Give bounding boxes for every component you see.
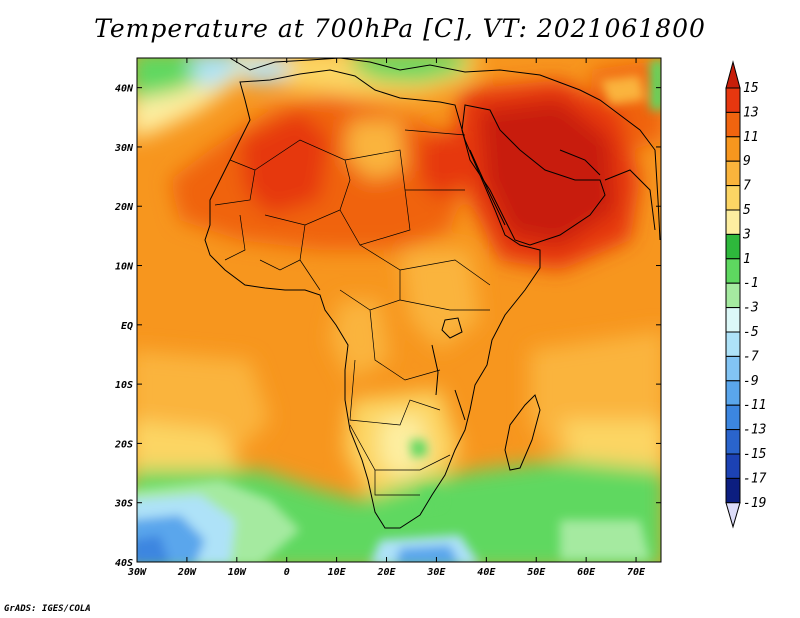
colorbar-label: 7 [743,179,751,194]
footer-credit: GrADS: IGES/COLA [4,604,91,614]
lat-tick-label: EQ [121,321,133,332]
lon-tick-label: 50E [527,567,546,578]
colorbar-label: -17 [743,471,767,486]
colorbar-label: 9 [743,154,751,169]
colorbar-swatch [725,111,741,138]
colorbar-bottom-arrow [725,502,741,529]
plot-frame [136,57,662,563]
colorbar-swatch [725,160,741,187]
colorbar-label: 13 [743,105,759,120]
lat-tick-label: 40N [115,84,134,95]
colorbar-swatch [725,331,741,357]
colorbar-top-arrow [725,60,741,89]
lat-tick-label: 30N [114,143,134,154]
colorbar-label: -9 [743,374,759,389]
colorbar-swatch [725,209,741,235]
colorbar-label: 11 [743,130,759,145]
coastlines [204,58,661,529]
lat-tick-label: 40S [115,558,133,569]
colorbar-label: -11 [743,398,766,413]
colorbar-swatch [725,404,741,431]
colorbar-swatch [725,233,741,260]
lon-tick-label: 10W [228,567,247,578]
colorbar-label: 5 [743,203,751,218]
colorbar-swatch [725,429,741,455]
colorbar-label: -7 [743,349,759,364]
colorbar-label: -3 [743,301,759,316]
colorbar: 15 13 11 9 7 5 3 1 -1 -3 -5 -7 -9 -11 -13 -15 -17 -19 [725,60,767,529]
longitude-axis: 30W 20W 10W 0 10E 20E 30E 40E 50E 60E 70E [127,58,646,578]
map-title: Temperature at 700hPa [C], VT: 202106180… [94,14,706,43]
colorbar-label: 1 [743,252,751,267]
temperature-field [137,58,661,562]
colorbar-swatch [725,282,741,309]
lon-tick-label: 60E [577,567,596,578]
country-borders [214,129,491,496]
lon-tick-label: 30E [426,567,446,578]
colorbar-swatch [725,136,741,162]
lat-tick-label: 10N [115,262,134,273]
colorbar-swatch [725,355,741,382]
colorbar-swatch [725,185,741,211]
colorbar-swatch [725,453,741,479]
lon-tick-label: 40E [477,567,496,578]
lat-tick-label: 20N [114,202,134,213]
lat-tick-label: 10S [115,380,133,391]
colorbar-label: 3 [742,227,751,242]
latitude-axis: 40N 30N 20N 10N EQ 10S 20S 30S 40S [114,84,661,569]
colorbar-label: -15 [743,447,767,462]
lon-tick-label: 20W [177,567,197,578]
lat-tick-label: 30S [114,499,133,510]
lat-tick-label: 20S [114,439,133,450]
colorbar-label: -19 [743,496,766,511]
colorbar-swatch [725,258,741,284]
colorbar-label: 15 [743,81,759,96]
lon-tick-label: 20E [376,567,396,578]
lon-tick-label: 70E [627,567,646,578]
lon-tick-label: 0 [284,567,290,578]
colorbar-label: -13 [743,423,766,438]
colorbar-swatch [725,380,741,406]
colorbar-swatch [725,307,741,333]
colorbar-swatch [725,87,741,113]
colorbar-label: -1 [743,276,759,291]
lon-tick-label: 30W [127,567,147,578]
colorbar-swatch [725,477,741,504]
lon-tick-label: 10E [328,567,347,578]
colorbar-label: -5 [743,325,759,340]
